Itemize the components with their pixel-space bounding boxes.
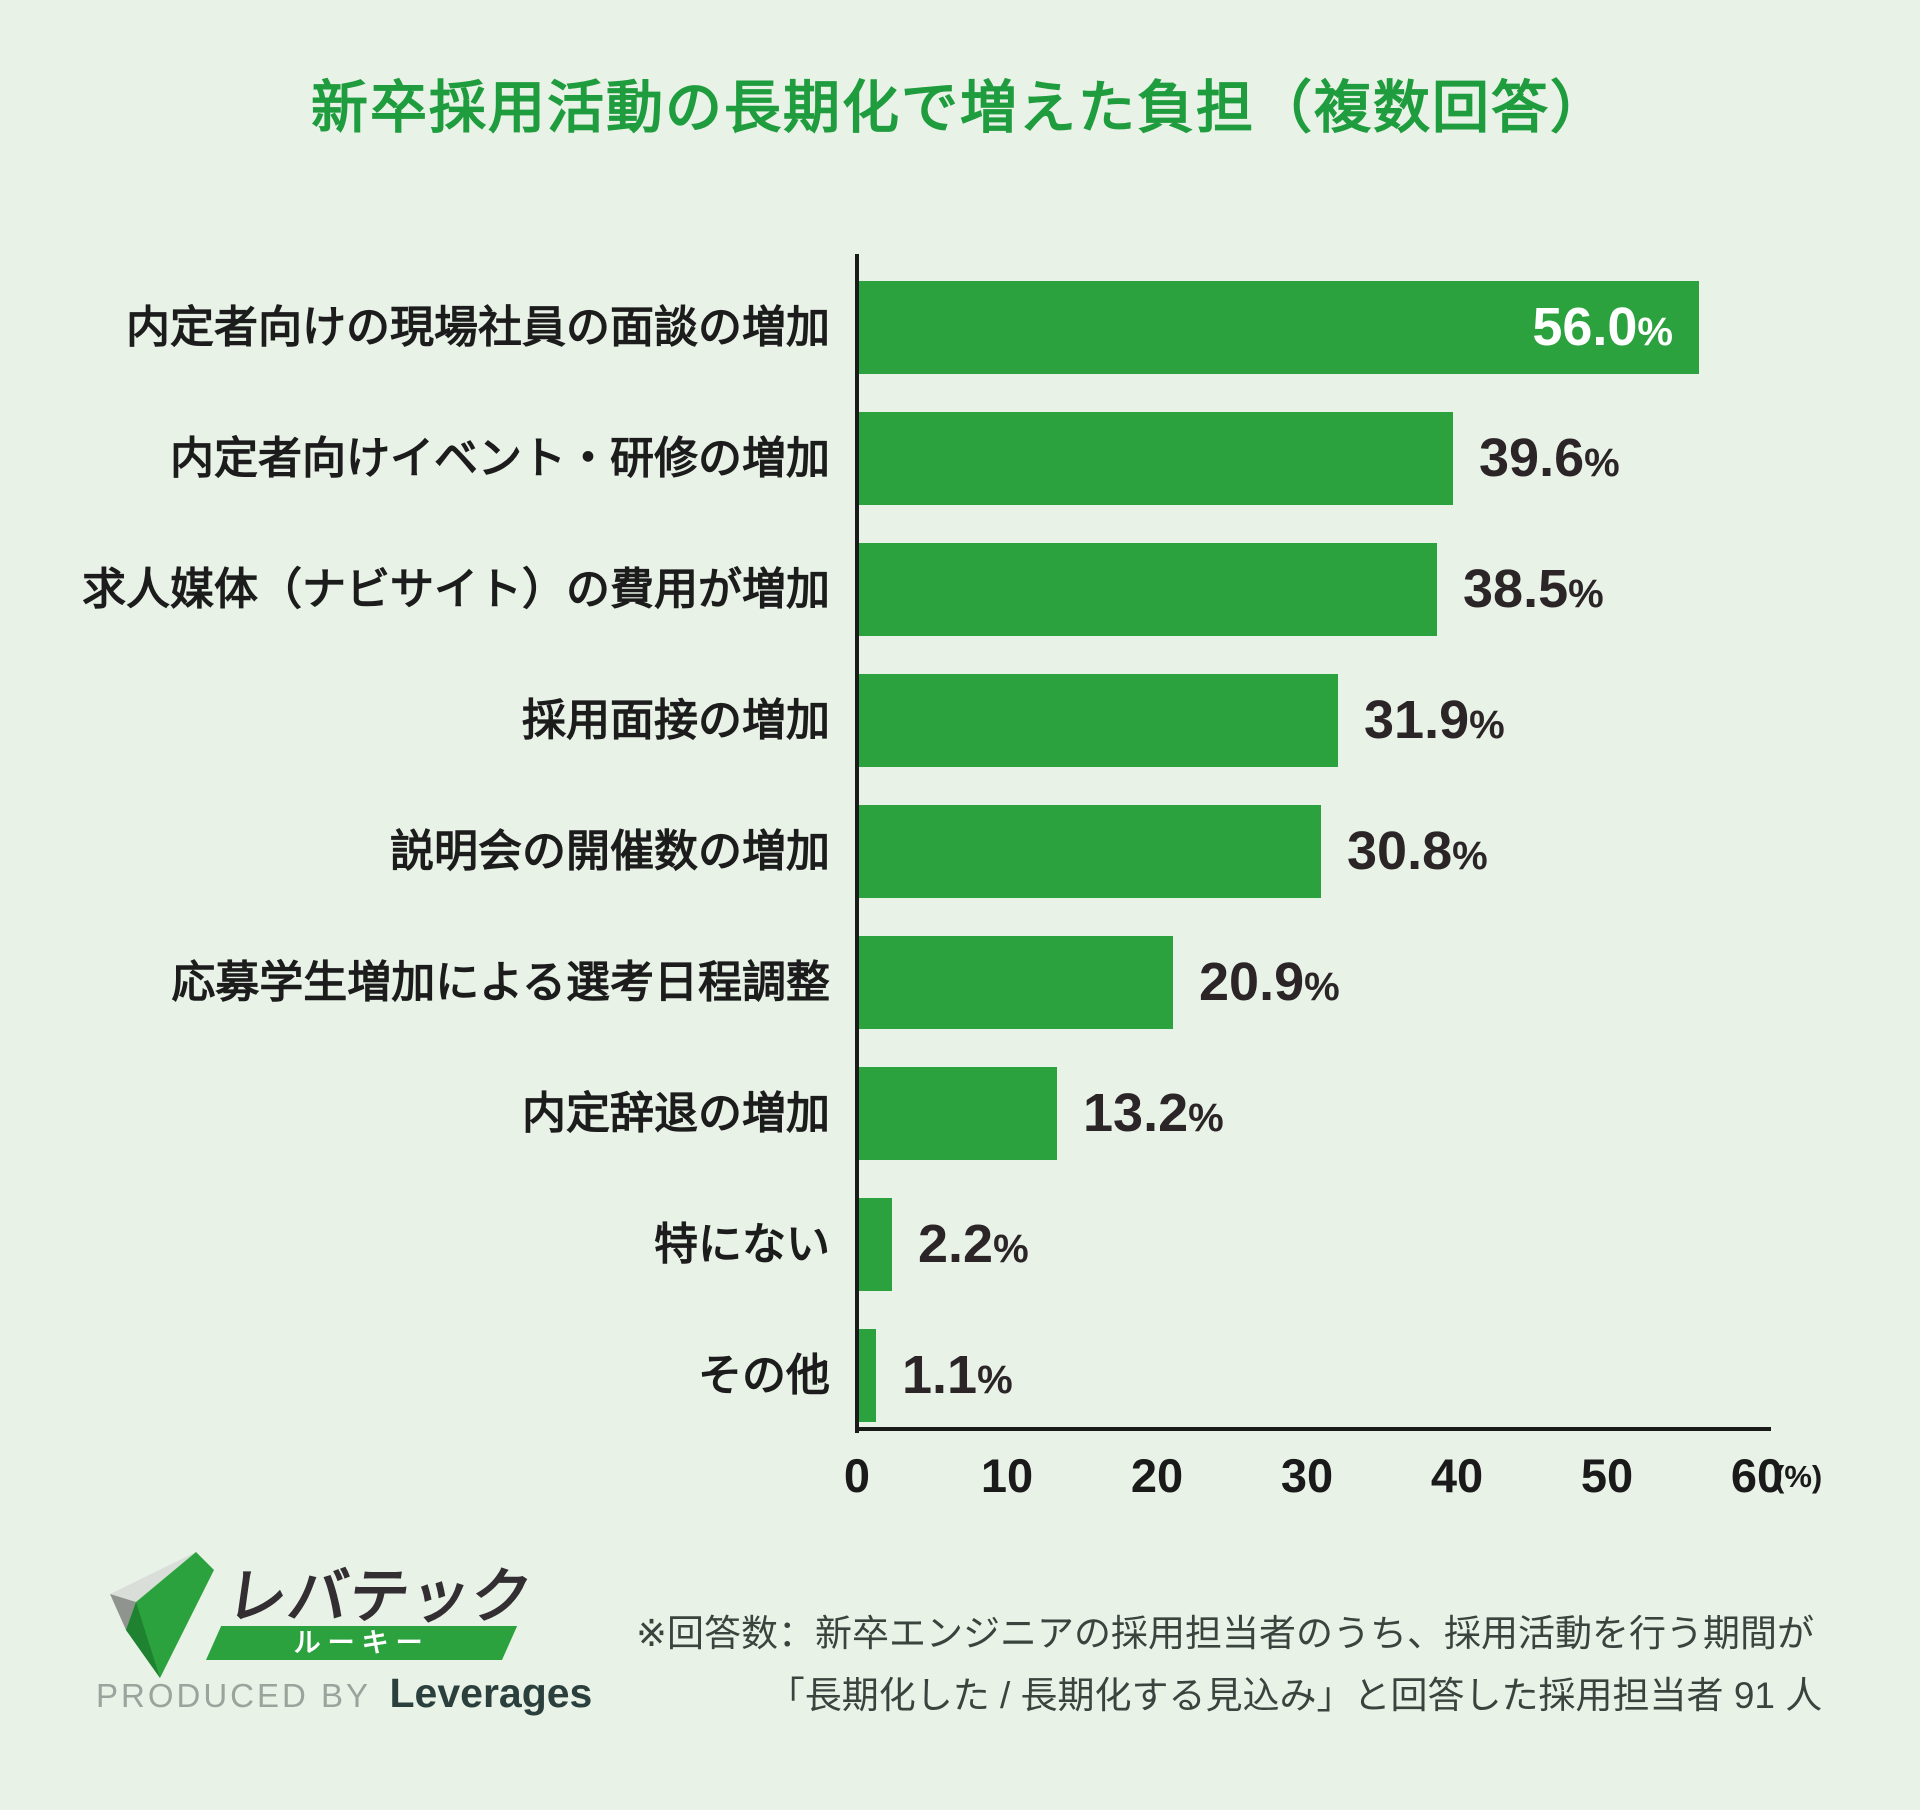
x-axis-tick: 40 [1430,1449,1484,1502]
brand-sub-band: ルーキー [206,1626,518,1660]
bar-label: 求人媒体（ナビサイト）の費用が増加 [82,565,830,614]
bar-value: 20.9% [1199,952,1340,1012]
bar [859,412,1453,505]
bar-label: 内定者向けの現場社員の面談の増加 [126,303,830,352]
bar [859,1329,876,1422]
bar [859,674,1338,767]
bar-label: 応募学生増加による選考日程調整 [171,958,830,1007]
bar-value: 39.6% [1479,428,1620,488]
bar-value: 13.2% [1083,1083,1224,1143]
produced-by-label: PRODUCED BY [96,1677,372,1714]
bar [859,543,1437,636]
brand-sub-name: ルーキー [293,1628,430,1658]
x-axis-tick: 0 [843,1449,871,1502]
bar [859,1198,892,1291]
bar [859,805,1321,898]
bar [859,936,1173,1029]
x-axis-tick: 20 [1130,1449,1184,1502]
bar-value: 31.9% [1364,690,1505,750]
x-axis-unit-label: (%) [1774,1459,1823,1494]
produced-by-line: PRODUCED BY Leverages [96,1670,592,1717]
x-axis-tick: 50 [1580,1449,1634,1502]
bar-value: 30.8% [1347,821,1488,881]
y-axis-line [855,254,859,1433]
footnote-line-1: ※回答数：新卒エンジニアの採用担当者のうち、採用活動を行う期間が [636,1613,1814,1654]
x-axis-tick: 60 [1730,1449,1784,1502]
x-axis-tick: 10 [980,1449,1034,1502]
levatech-check-icon [110,1552,214,1678]
bar-label: 内定者向けイベント・研修の増加 [170,434,830,483]
bar-label: 採用面接の増加 [522,696,830,745]
bar [859,1067,1057,1160]
bar-value: 2.2% [918,1214,1029,1274]
bar-label: その他 [698,1351,830,1400]
chart-title: 新卒採用活動の長期化で増えた負担（複数回答） [311,76,1609,140]
company-name: Leverages [389,1670,593,1716]
bar-value: 38.5% [1463,559,1604,619]
footnote-line-2: 「長期化した / 長期化する見込み」と回答した採用担当者 91 人 [767,1675,1823,1716]
x-axis-line [855,1427,1771,1431]
bar-label: 説明会の開催数の増加 [390,827,830,876]
footnote: ※回答数：新卒エンジニアの採用担当者のうち、採用活動を行う期間が 「長期化した … [560,1605,1890,1725]
bar [859,281,1699,374]
bar-label: 内定辞退の増加 [522,1089,830,1138]
bar-value: 1.1% [902,1345,1013,1405]
bar-label: 特にない [654,1220,830,1269]
x-axis-tick: 30 [1280,1449,1334,1502]
brand-name: レバテック [222,1563,538,1630]
bar-value: 56.0% [1532,297,1673,357]
